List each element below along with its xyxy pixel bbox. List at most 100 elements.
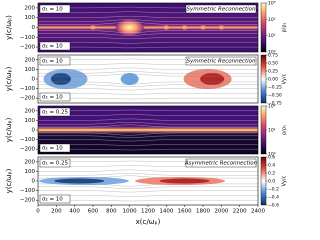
figure: −200 −100 0 100 200 y(c/ωₚ) σ₁ = 10 σ₂ = 10 Symm… <box>5 1 288 227</box>
field-line <box>38 122 258 125</box>
colorbar-tick-label: 0.50 <box>268 61 278 67</box>
y-tick-label: 200 <box>25 5 36 11</box>
plasmoid <box>218 25 225 30</box>
field-line <box>38 173 258 176</box>
y-tick-label: 100 <box>25 169 36 175</box>
colorbar-tick-label: −0.75 <box>268 101 282 107</box>
y-tick-label: 0 <box>32 179 36 185</box>
y-tick-label: −200 <box>20 45 36 51</box>
colorbar-tick-label: 10² <box>268 17 276 23</box>
x-tick-label: 2200 <box>233 209 247 215</box>
annotation: σ₂ = 10 <box>42 95 63 101</box>
field-line <box>38 67 258 70</box>
annotation-box <box>39 158 71 168</box>
plasmoid <box>181 25 188 30</box>
field-line <box>38 22 258 25</box>
x-tick-label: 1000 <box>123 209 137 215</box>
colorbar <box>260 2 267 53</box>
field-line <box>38 186 258 189</box>
velocity-region <box>54 178 105 184</box>
field-line <box>38 109 258 111</box>
field-line <box>38 98 258 100</box>
colorbar-tick-label: 10⁰ <box>268 50 276 56</box>
y-tick-label: 0 <box>32 128 36 134</box>
colorbar-tick-label: 0.25 <box>268 69 278 75</box>
y-tick-label: −200 <box>20 147 36 153</box>
plasmoid <box>90 25 96 30</box>
field-line <box>38 37 258 39</box>
title-box <box>185 56 257 66</box>
annotation-box <box>39 41 71 51</box>
field-line <box>38 84 258 87</box>
velocity-region <box>200 73 225 85</box>
y-tick-label: 200 <box>25 108 36 114</box>
colorbar-tick-label: 0.75 <box>268 53 278 59</box>
current-sheet <box>38 129 258 131</box>
colorbar-tick-label: 10³ <box>268 1 276 7</box>
field-line <box>38 132 258 136</box>
y-tick-label: −100 <box>20 35 36 41</box>
colorbar <box>260 105 267 155</box>
current-sheet <box>38 26 258 29</box>
annotation-box <box>39 56 71 66</box>
field-line <box>38 183 258 187</box>
title-box <box>185 4 257 14</box>
x-tick-label: 1400 <box>159 209 173 215</box>
x-tick-label: 200 <box>51 209 62 215</box>
panel-title: Asymmetric Reconnection <box>184 161 258 167</box>
field-line <box>38 124 258 128</box>
colorbar-label: Vy/c <box>282 175 288 186</box>
y-tick-label: 100 <box>25 15 36 21</box>
plasmoid <box>163 25 170 30</box>
annotation: σ₂ = 10 <box>42 197 63 203</box>
field-line <box>38 118 258 121</box>
annotation: σ₁ = 10 <box>42 59 63 65</box>
y-tick-label: −200 <box>20 96 36 102</box>
field-line <box>38 175 258 179</box>
y-axis-label: y(c/ωₚ) <box>5 168 13 193</box>
field-line <box>38 114 258 116</box>
x-tick-label: 800 <box>106 209 117 215</box>
colorbar-tick-label: 10¹ <box>268 33 276 39</box>
velocity-region <box>120 73 139 85</box>
field-line <box>38 16 258 18</box>
y-tick-label: −100 <box>20 86 36 92</box>
y-tick-label: 200 <box>25 159 36 165</box>
colorbar-tick-label: −0.50 <box>268 93 282 99</box>
colorbar-tick-label: 10¹ <box>268 128 276 134</box>
field-line <box>38 46 258 49</box>
field-line <box>38 144 258 146</box>
annotation: σ₁ = 0.25 <box>42 161 69 167</box>
colorbar-tick-label: 0.00 <box>268 77 278 83</box>
field-line <box>38 195 258 197</box>
annotation: σ₁ = 0.25 <box>42 110 69 116</box>
field-line <box>38 88 258 91</box>
field-line <box>38 169 258 172</box>
colorbar-label: ρ/ρ₁ <box>282 125 288 135</box>
velocity-region <box>159 178 210 184</box>
annotation: σ₂ = 10 <box>42 44 63 50</box>
x-tick-label: 400 <box>69 209 80 215</box>
panel-title: Symmetric Reconnection <box>186 59 256 65</box>
colorbar-tick-label: −0.2 <box>268 187 279 193</box>
colorbar-tick-label: 0.2 <box>268 171 275 177</box>
y-axis-label: y(c/ωₚ) <box>5 15 13 40</box>
title-box <box>185 158 257 168</box>
field-line <box>38 42 258 44</box>
field-line <box>38 19 258 22</box>
x-tick-label: 1200 <box>141 209 155 215</box>
field-line <box>38 73 258 77</box>
colorbar-tick-label: 10⁰ <box>268 152 276 158</box>
field-line <box>38 93 258 95</box>
x-tick-label: 1600 <box>178 209 192 215</box>
y-tick-label: 0 <box>32 77 36 83</box>
x-tick-label: 600 <box>88 209 99 215</box>
colorbar-tick-label: −0.25 <box>268 85 282 91</box>
field-line <box>38 71 258 74</box>
field-line <box>38 190 258 193</box>
colorbar <box>260 54 267 104</box>
field-line <box>38 81 258 85</box>
y-tick-label: 100 <box>25 118 36 124</box>
annotation: σ₁ = 10 <box>42 7 63 13</box>
colorbar-tick-label: −0.4 <box>268 195 279 201</box>
